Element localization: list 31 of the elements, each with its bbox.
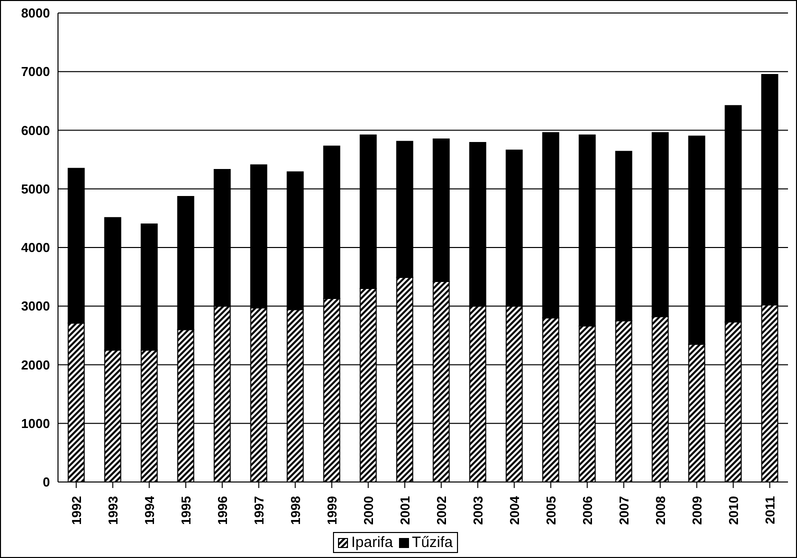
x-tick-label: 2002: [434, 496, 449, 525]
x-tick-label: 2008: [652, 496, 668, 525]
x-tick-label: 1996: [214, 496, 230, 525]
x-tick-label: 2007: [616, 496, 632, 525]
y-tick-label: 5000: [21, 181, 50, 196]
x-tick-label: 2001: [397, 496, 412, 525]
x-tick-label: 2010: [726, 496, 741, 525]
y-tick-label: 4000: [21, 240, 50, 256]
x-tick-label: 1993: [105, 496, 120, 525]
y-tick-label: 0: [42, 474, 50, 490]
x-tick-label: 2000: [360, 496, 376, 525]
x-tick-label: 1992: [68, 496, 84, 525]
x-tick-label: 1994: [142, 495, 157, 525]
y-tick-label: 3000: [21, 298, 50, 314]
x-tick-label: 2003: [470, 496, 486, 525]
x-tick-label: 2011: [762, 496, 778, 524]
legend-label: Tűzifa: [412, 534, 453, 551]
x-tick-label: 2009: [689, 496, 704, 525]
x-tick-label: 2005: [543, 496, 558, 525]
y-tick-label: 8000: [21, 6, 50, 21]
y-tick-label: 6000: [21, 122, 50, 138]
x-tick-label: 1998: [288, 496, 303, 525]
x-tick-label: 1997: [251, 496, 266, 525]
x-tick-label: 2004: [506, 495, 522, 525]
y-tick-label: 2000: [21, 357, 50, 372]
y-tick-label: 1000: [21, 416, 50, 431]
x-tick-label: 1995: [178, 496, 194, 525]
x-tick-label: 1999: [324, 496, 340, 525]
y-tick-label: 7000: [21, 64, 50, 80]
legend-label: Iparifa: [351, 534, 393, 551]
x-tick-label: 2006: [580, 496, 595, 525]
